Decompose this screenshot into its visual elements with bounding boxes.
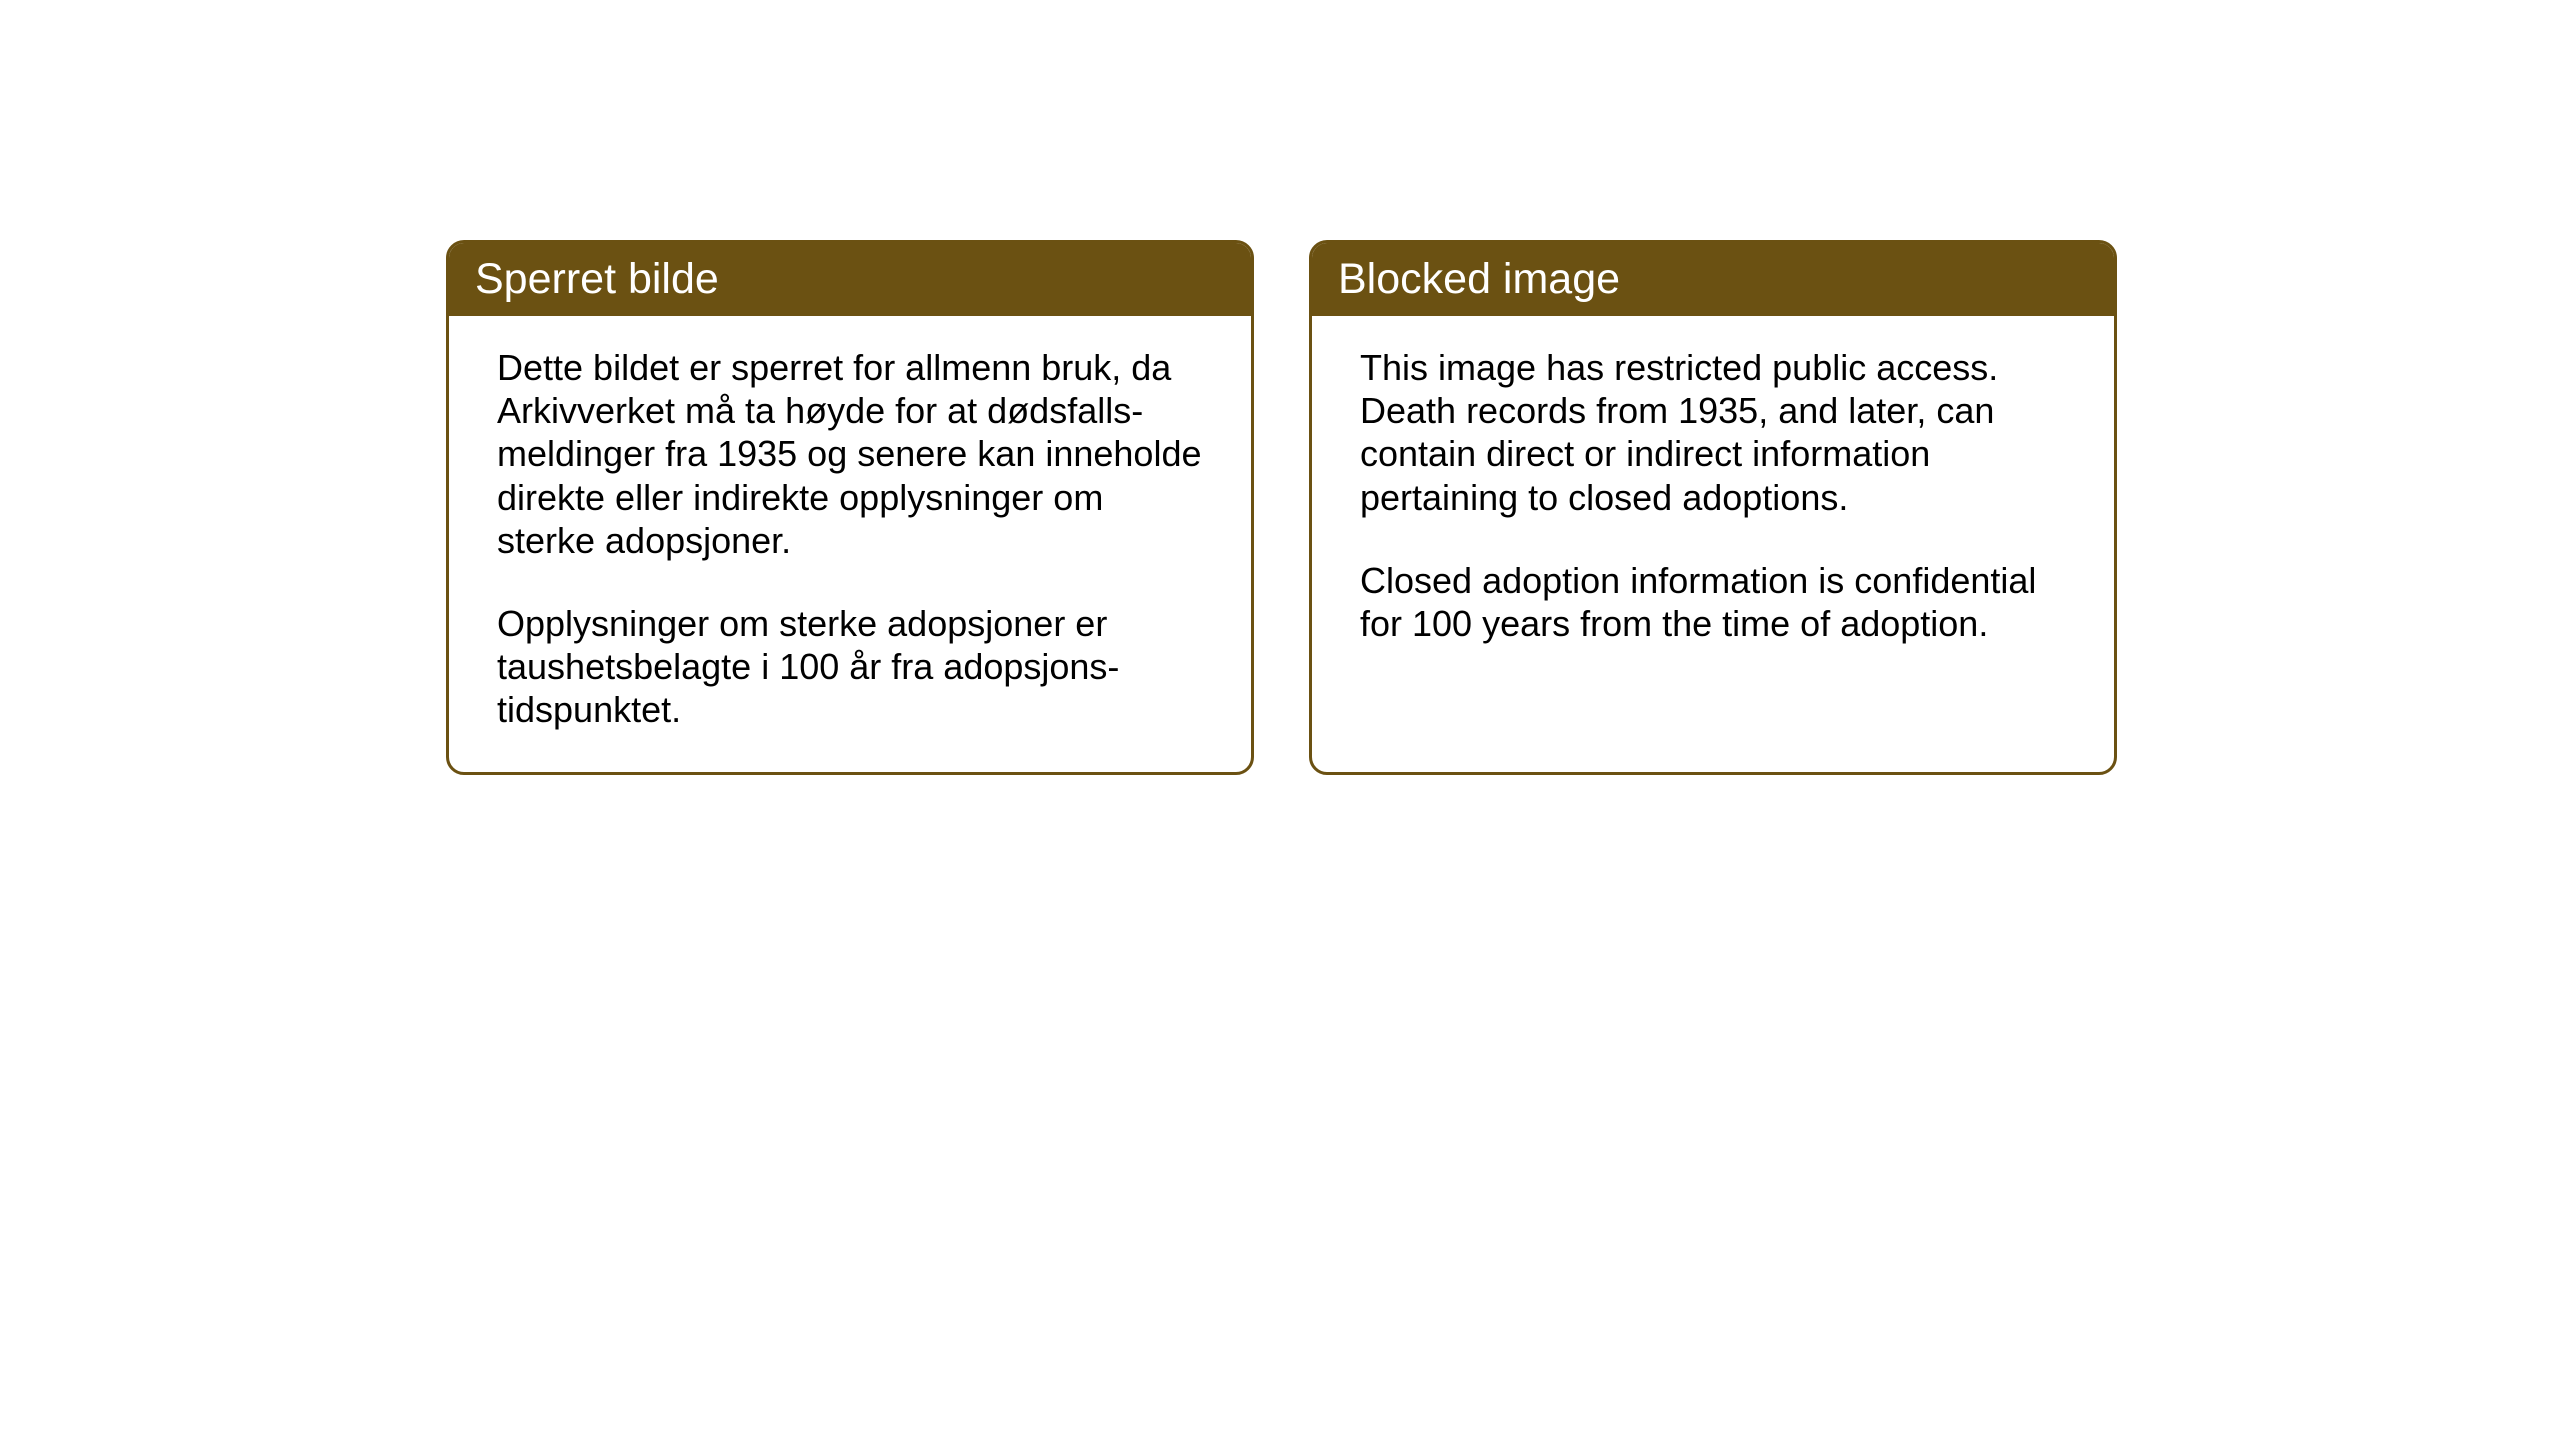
english-paragraph-1: This image has restricted public access.… <box>1360 346 2066 519</box>
english-title: Blocked image <box>1338 255 1620 303</box>
norwegian-title: Sperret bilde <box>475 255 719 303</box>
norwegian-paragraph-1: Dette bildet er sperret for allmenn bruk… <box>497 346 1203 562</box>
cards-container: Sperret bilde Dette bildet er sperret fo… <box>446 240 2117 775</box>
english-card-body: This image has restricted public access.… <box>1312 316 2114 725</box>
english-card-header: Blocked image <box>1312 243 2114 316</box>
english-paragraph-2: Closed adoption information is confident… <box>1360 559 2066 645</box>
norwegian-card-body: Dette bildet er sperret for allmenn bruk… <box>449 316 1251 772</box>
english-card: Blocked image This image has restricted … <box>1309 240 2117 775</box>
norwegian-paragraph-2: Opplysninger om sterke adopsjoner er tau… <box>497 602 1203 732</box>
norwegian-card-header: Sperret bilde <box>449 243 1251 316</box>
norwegian-card: Sperret bilde Dette bildet er sperret fo… <box>446 240 1254 775</box>
